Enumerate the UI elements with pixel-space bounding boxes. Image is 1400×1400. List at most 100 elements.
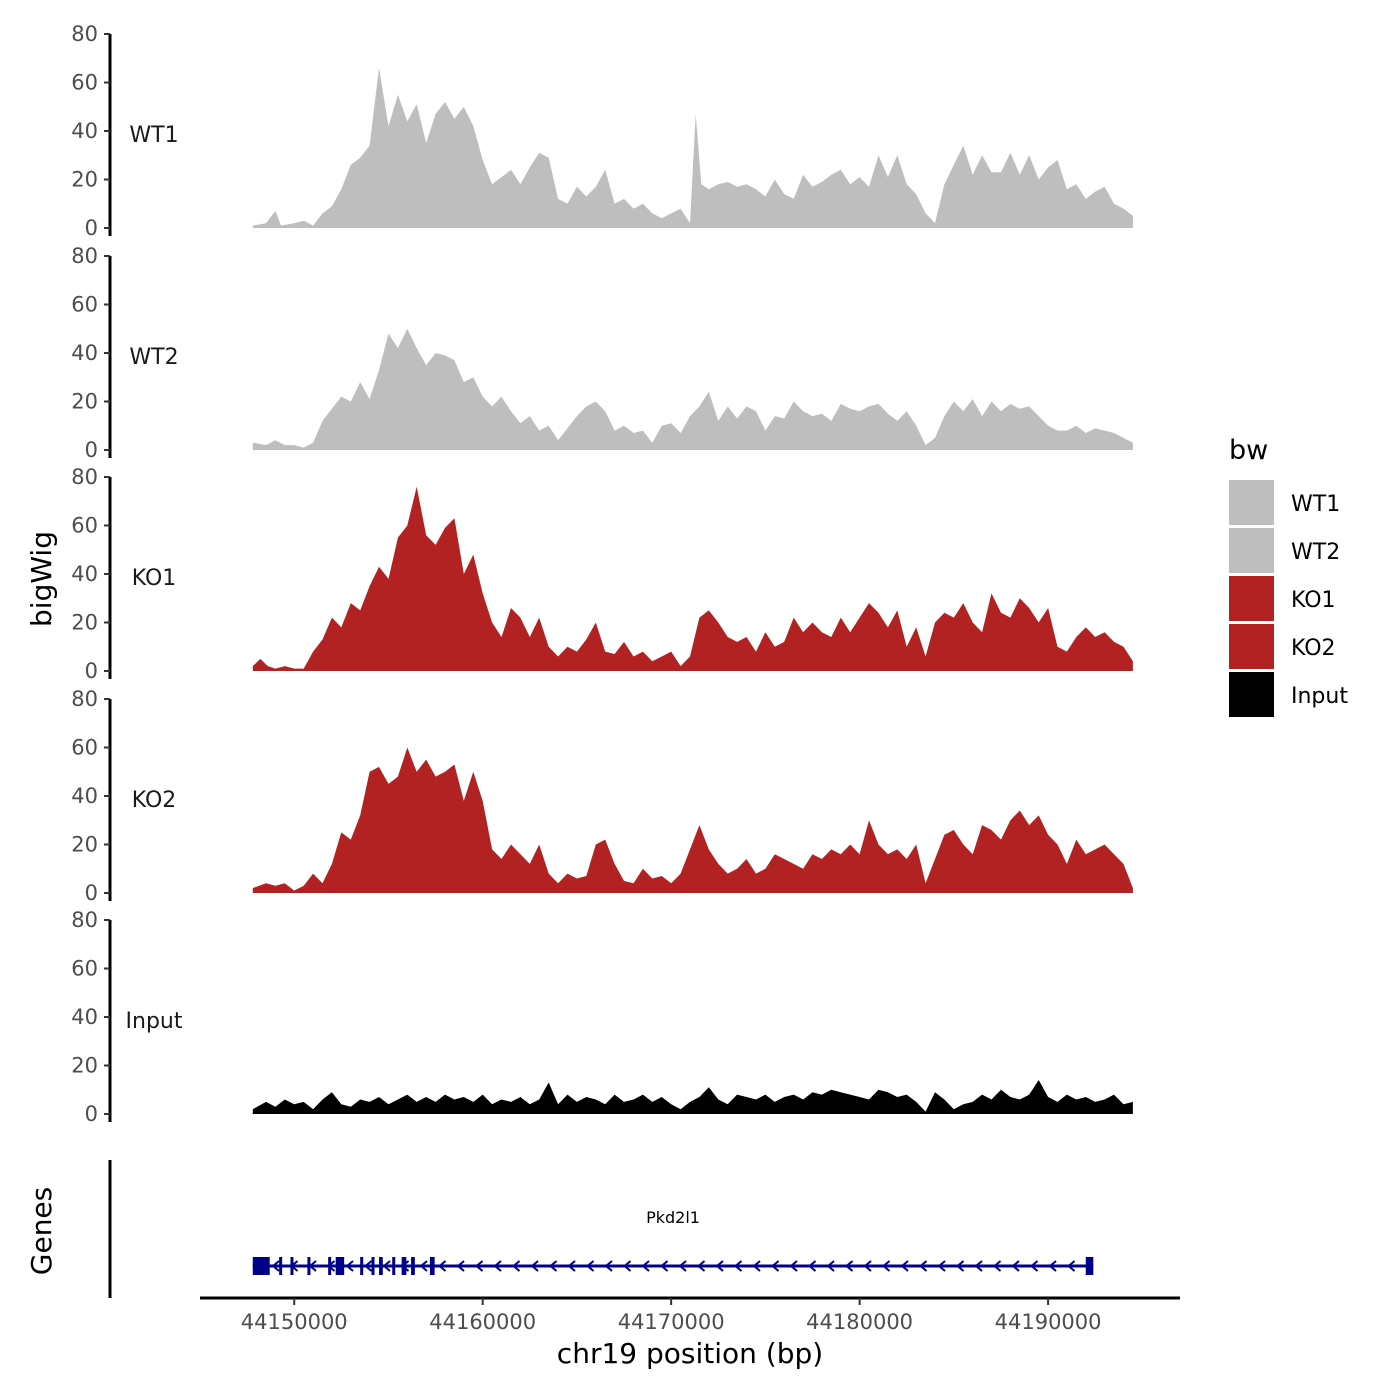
y-tick-label: 0 (85, 438, 98, 462)
panel-label-ko1: KO1 (132, 566, 177, 591)
x-tick-label: 44160000 (429, 1310, 536, 1334)
strand-arrow (511, 1260, 521, 1272)
legend-key-ko2 (1229, 624, 1274, 669)
strand-arrow (548, 1260, 558, 1272)
strand-arrow (474, 1260, 484, 1272)
y-tick-label: 60 (71, 514, 98, 538)
panel-wt1: 0 20 40 60 80 WT1 (71, 22, 1133, 240)
strand-arrow (567, 1260, 576, 1272)
gene-track: Pkd2l1 (108, 1160, 1094, 1298)
strand-arrow (1048, 1260, 1057, 1272)
exon (429, 1257, 435, 1275)
strand-arrow (715, 1260, 724, 1272)
strand-arrow (1029, 1260, 1039, 1272)
y-axis-title: bigWig (25, 531, 58, 627)
exon (290, 1257, 294, 1275)
panel-ko2: 0 20 40 60 80 KO2 (71, 687, 1133, 905)
strand-arrow (345, 1260, 354, 1272)
strand-arrow (382, 1260, 391, 1272)
exon (335, 1257, 345, 1275)
panel-label-wt1: WT1 (129, 123, 178, 148)
x-axis-title: chr19 position (bp) (557, 1337, 823, 1370)
x-tick-label: 44150000 (241, 1310, 348, 1334)
strand-arrow (937, 1260, 946, 1272)
strand-arrow (696, 1260, 706, 1272)
x-tick-label: 44180000 (806, 1310, 913, 1334)
area-wt1 (252, 68, 1133, 228)
area-ko2 (252, 747, 1133, 893)
y-tick-label: 60 (71, 293, 98, 317)
strand-arrow (1066, 1260, 1076, 1272)
legend-key-input (1229, 672, 1274, 717)
strand-arrow (604, 1260, 613, 1272)
strand-arrow (493, 1260, 502, 1272)
y-tick-label: 20 (71, 168, 98, 192)
strand-arrow (752, 1260, 761, 1272)
x-axis: 44150000 44160000 44170000 44180000 44190000 (200, 1296, 1180, 1334)
y-tick-label: 60 (71, 736, 98, 760)
strand-arrow (419, 1260, 428, 1272)
legend-label-input: Input (1291, 684, 1348, 709)
panel-ko1: 0 20 40 60 80 KO1 (71, 465, 1133, 683)
strand-arrow (807, 1260, 817, 1272)
strand-arrow (918, 1260, 928, 1272)
y-tick-label: 0 (85, 216, 98, 240)
legend-key-wt2 (1229, 528, 1274, 573)
strand-arrow (881, 1260, 891, 1272)
exon (279, 1257, 283, 1275)
strand-arrow (974, 1260, 983, 1272)
strand-arrow (530, 1260, 539, 1272)
y-tick-label: 80 (71, 22, 98, 46)
strand-arrow (271, 1260, 280, 1272)
panel-input: 0 20 40 60 80 Input (71, 908, 1133, 1126)
strand-arrow (733, 1260, 743, 1272)
panel-label-wt2: WT2 (129, 345, 178, 370)
gene-name-label: Pkd2l1 (646, 1208, 700, 1227)
strand-arrow (641, 1260, 650, 1272)
y-tick-label: 80 (71, 465, 98, 489)
exon (401, 1257, 407, 1275)
y-tick-label: 80 (71, 908, 98, 932)
strand-arrow (1011, 1260, 1020, 1272)
legend-key-ko1 (1229, 576, 1274, 621)
x-tick-label: 44170000 (618, 1310, 725, 1334)
legend-title: bw (1229, 435, 1268, 466)
y-tick-label: 20 (71, 1054, 98, 1078)
y-tick-label: 80 (71, 244, 98, 268)
strand-arrow (456, 1260, 465, 1272)
panel-label-input: Input (126, 1009, 183, 1034)
exon (328, 1257, 332, 1275)
area-input (252, 1080, 1133, 1114)
legend: bw WT1 WT2 KO1 KO2 Input (1229, 435, 1348, 717)
y-tick-label: 80 (71, 687, 98, 711)
panel-wt2: 0 20 40 60 80 WT2 (71, 244, 1133, 462)
x-tick-label: 44190000 (995, 1310, 1102, 1334)
strand-arrow (437, 1260, 447, 1272)
legend-label-wt2: WT2 (1291, 540, 1340, 565)
strand-arrow (863, 1260, 872, 1272)
strand-arrow (659, 1260, 669, 1272)
strand-arrow (678, 1260, 687, 1272)
y-tick-label: 0 (85, 881, 98, 905)
strand-arrow (770, 1260, 780, 1272)
exon (411, 1257, 415, 1275)
panel-label-ko2: KO2 (132, 788, 177, 813)
exon (360, 1257, 364, 1275)
y-tick-label: 20 (71, 833, 98, 857)
strand-arrow (585, 1260, 595, 1272)
y-tick-label: 0 (85, 1102, 98, 1126)
strand-arrow (955, 1260, 965, 1272)
y-tick-label: 60 (71, 957, 98, 981)
strand-arrow (622, 1260, 632, 1272)
y-tick-label: 60 (71, 71, 98, 95)
legend-label-ko2: KO2 (1291, 636, 1336, 661)
strand-arrow (900, 1260, 909, 1272)
area-ko1 (252, 486, 1133, 671)
legend-label-wt1: WT1 (1291, 492, 1340, 517)
gene-track-label: Genes (25, 1187, 58, 1275)
exon (379, 1257, 383, 1275)
y-tick-label: 20 (71, 390, 98, 414)
coverage-tracks: 0 20 40 60 80 WT1 0 20 40 60 80 WT2 0 20 40 60 80 KO1 0 20 4… (71, 22, 1133, 1126)
exon (392, 1257, 396, 1275)
